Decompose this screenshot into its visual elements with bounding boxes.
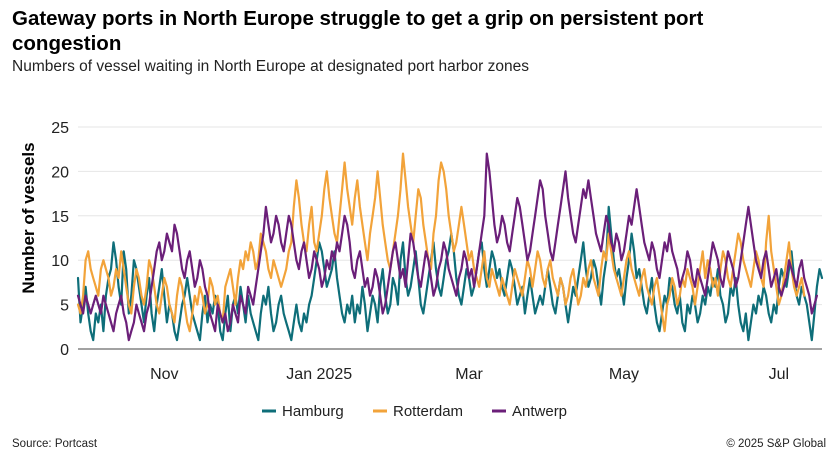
legend-label-hamburg: Hamburg <box>282 403 344 420</box>
y-tick-label-20: 20 <box>51 164 69 181</box>
y-axis: 0 5 10 15 20 25 <box>51 120 69 359</box>
series-line-antwerp <box>76 152 819 342</box>
chart-subtitle: Numbers of vessel waiting in North Europ… <box>12 58 529 75</box>
copyright-note: © 2025 S&P Global <box>726 438 826 450</box>
series-layer <box>76 152 824 342</box>
y-tick-label-25: 25 <box>51 120 69 137</box>
legend: Hamburg Rotterdam Antwerp <box>262 403 567 420</box>
x-axis: Nov Jan 2025 Mar May Jul <box>78 348 822 383</box>
series-line-hamburg <box>76 205 824 342</box>
source-note: Source: Portcast <box>12 438 98 450</box>
y-tick-label-10: 10 <box>51 253 69 270</box>
chart-title: Gateway ports in North Europe struggle t… <box>12 7 704 55</box>
series-line-rotterdam <box>76 152 806 333</box>
legend-label-antwerp: Antwerp <box>512 403 567 420</box>
y-tick-label-0: 0 <box>60 342 69 359</box>
y-tick-label-15: 15 <box>51 209 69 226</box>
x-tick-label-1: Jan 2025 <box>286 366 352 383</box>
x-tick-label-2: Mar <box>455 366 483 383</box>
legend-label-rotterdam: Rotterdam <box>393 403 463 420</box>
x-tick-label-0: Nov <box>150 366 178 383</box>
y-tick-label-5: 5 <box>60 298 69 315</box>
x-tick-label-3: May <box>609 366 639 383</box>
gridlines <box>78 126 822 306</box>
x-tick-label-4: Jul <box>769 366 789 383</box>
y-axis-title: Number of vessels <box>19 142 38 293</box>
